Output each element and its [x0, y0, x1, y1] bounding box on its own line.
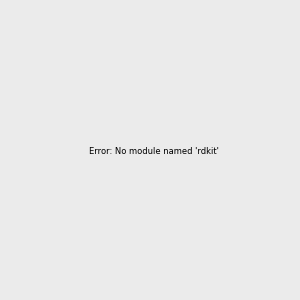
- Text: Error: No module named 'rdkit': Error: No module named 'rdkit': [89, 147, 219, 156]
